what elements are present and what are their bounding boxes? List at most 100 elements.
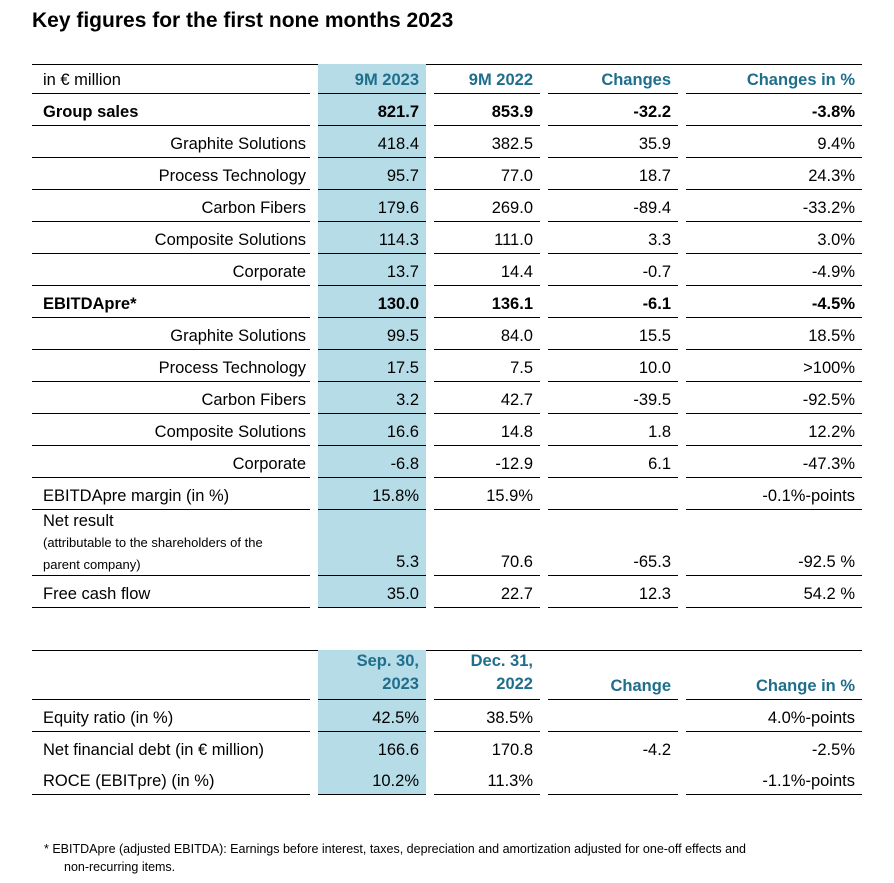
value-9m-2023: 35.0 [318, 576, 426, 608]
value-9m-2022: 15.9% [434, 478, 540, 510]
value-change: -4.2 [642, 741, 671, 759]
value-change-pct: -2.5% [811, 741, 855, 759]
header-sep-30-line1: Sep. 30, [356, 652, 419, 670]
header-9m-2023: 9M 2023 [318, 64, 426, 94]
header-dec-31-line1: Dec. 31, [470, 652, 533, 670]
value-9m-2023: 17.5 [318, 350, 426, 382]
value-9m-2023: 99.5 [318, 318, 426, 350]
table-row: Process Technology 17.5 7.5 10.0 >100% [32, 350, 862, 382]
value-9m-2023: -6.8 [318, 446, 426, 478]
net-result-label: Net result [43, 512, 114, 530]
row-label: Net result (attributable to the sharehol… [32, 510, 310, 576]
value-9m-2023: 418.4 [318, 126, 426, 158]
value-change: 35.9 [548, 126, 678, 158]
table-row: Group sales 821.7 853.9 -32.2 -3.8% [32, 94, 862, 126]
table-row: Corporate 13.7 14.4 -0.7 -4.9% [32, 254, 862, 286]
page-title: Key figures for the first none months 20… [32, 9, 454, 32]
table-header-row: Sep. 30, 2023 Dec. 31, 2022 Change Chang… [32, 650, 862, 700]
value-change: 3.3 [548, 222, 678, 254]
value-change-pct: >100% [686, 350, 862, 382]
footnote-line2: non-recurring items. [64, 860, 176, 874]
balance-figures-table: Sep. 30, 2023 Dec. 31, 2022 Change Chang… [32, 650, 862, 795]
value-change [548, 763, 678, 795]
value-change-pct: -92.5% [686, 382, 862, 414]
row-label: Process Technology [32, 350, 310, 382]
header-sep-30-2023: Sep. 30, 2023 [318, 650, 426, 700]
value-change-pct: -0.1%-points [686, 478, 862, 510]
value-9m-2023: 179.6 [318, 190, 426, 222]
row-label: Process Technology [32, 158, 310, 190]
row-label: Graphite Solutions [32, 318, 310, 350]
value-change: -6.1 [548, 286, 678, 318]
net-result-note-line2: parent company) [43, 557, 141, 572]
value-change-pct: 12.2% [686, 414, 862, 446]
value-9m-2022: 853.9 [434, 94, 540, 126]
table-row: Carbon Fibers 179.6 269.0 -89.4 -33.2% [32, 190, 862, 222]
table-row: Composite Solutions 16.6 14.8 1.8 12.2% [32, 414, 862, 446]
header-unit: in € million [32, 64, 310, 94]
net-result-note-line1: (attributable to the shareholders of the [43, 535, 263, 550]
table-row: Carbon Fibers 3.2 42.7 -39.5 -92.5% [32, 382, 862, 414]
row-label: ROCE (EBITpre) (in %) [32, 763, 310, 795]
value-change: 6.1 [548, 446, 678, 478]
header-sep-30-line2: 2023 [382, 675, 419, 693]
row-label: Equity ratio (in %) [32, 700, 310, 732]
row-label: Net financial debt (in € million) [43, 741, 265, 759]
table-row: Net financial debt (in € million) 166.6 … [32, 732, 862, 763]
value-9m-2022: 77.0 [434, 158, 540, 190]
value-sep-30-2023: 166.6 [318, 732, 426, 763]
header-dec-31-line2: 2022 [496, 675, 533, 693]
row-label: EBITDApre margin (in %) [32, 478, 310, 510]
table-row: Corporate -6.8 -12.9 6.1 -47.3% [32, 446, 862, 478]
value-change [548, 700, 678, 732]
value-9m-2023: 3.2 [318, 382, 426, 414]
row-label: Graphite Solutions [32, 126, 310, 158]
value-change-pct: -33.2% [686, 190, 862, 222]
row-label: Group sales [32, 94, 310, 126]
value-change-pct: 54.2 % [686, 576, 862, 608]
value-change-pct: 4.0%-points [686, 700, 862, 732]
value-change: -65.3 [548, 510, 678, 576]
table-row: EBITDApre* 130.0 136.1 -6.1 -4.5% [32, 286, 862, 318]
value-change-pct: -47.3% [686, 446, 862, 478]
value-change [548, 478, 678, 510]
value-9m-2022: 22.7 [434, 576, 540, 608]
table-row: EBITDApre margin (in %) 15.8% 15.9% -0.1… [32, 478, 862, 510]
header-change: Change [548, 650, 678, 700]
value-9m-2022: -12.9 [434, 446, 540, 478]
row-label: Corporate [32, 446, 310, 478]
value-9m-2022: 7.5 [434, 350, 540, 382]
value-change: 15.5 [548, 318, 678, 350]
value-9m-2023: 13.7 [318, 254, 426, 286]
value-change-pct: -92.5 % [686, 510, 862, 576]
value-change: 1.8 [548, 414, 678, 446]
value-9m-2022: 382.5 [434, 126, 540, 158]
value-9m-2022: 42.7 [434, 382, 540, 414]
row-label: Composite Solutions [32, 414, 310, 446]
value-change: -39.5 [548, 382, 678, 414]
value-change-pct: 3.0% [686, 222, 862, 254]
header-dec-31-2022: Dec. 31, 2022 [434, 650, 540, 700]
value-change-pct: 24.3% [686, 158, 862, 190]
value-change-pct: -1.1%-points [686, 763, 862, 795]
header-change-pct: Change in % [686, 650, 862, 700]
row-label: Free cash flow [32, 576, 310, 608]
row-label: Composite Solutions [32, 222, 310, 254]
row-label: Corporate [32, 254, 310, 286]
row-label: EBITDApre* [32, 286, 310, 318]
value-change: 12.3 [548, 576, 678, 608]
footnote-line1: * EBITDApre (adjusted EBITDA): Earnings … [44, 842, 747, 856]
value-9m-2022: 14.8 [434, 414, 540, 446]
header-changes-pct: Changes in % [686, 64, 862, 94]
footnote: * EBITDApre (adjusted EBITDA): Earnings … [44, 840, 844, 876]
value-change-pct: -4.5% [686, 286, 862, 318]
table-row: Graphite Solutions 99.5 84.0 15.5 18.5% [32, 318, 862, 350]
table-row: Free cash flow 35.0 22.7 12.3 54.2 % [32, 576, 862, 608]
row-label: Carbon Fibers [32, 190, 310, 222]
value-sep-30-2023: 42.5% [318, 700, 426, 732]
table-row: Composite Solutions 114.3 111.0 3.3 3.0% [32, 222, 862, 254]
value-9m-2023: 16.6 [318, 414, 426, 446]
value-9m-2023: 15.8% [318, 478, 426, 510]
value-dec-31-2022: 38.5% [434, 700, 540, 732]
table-row: Net result (attributable to the sharehol… [32, 510, 862, 576]
